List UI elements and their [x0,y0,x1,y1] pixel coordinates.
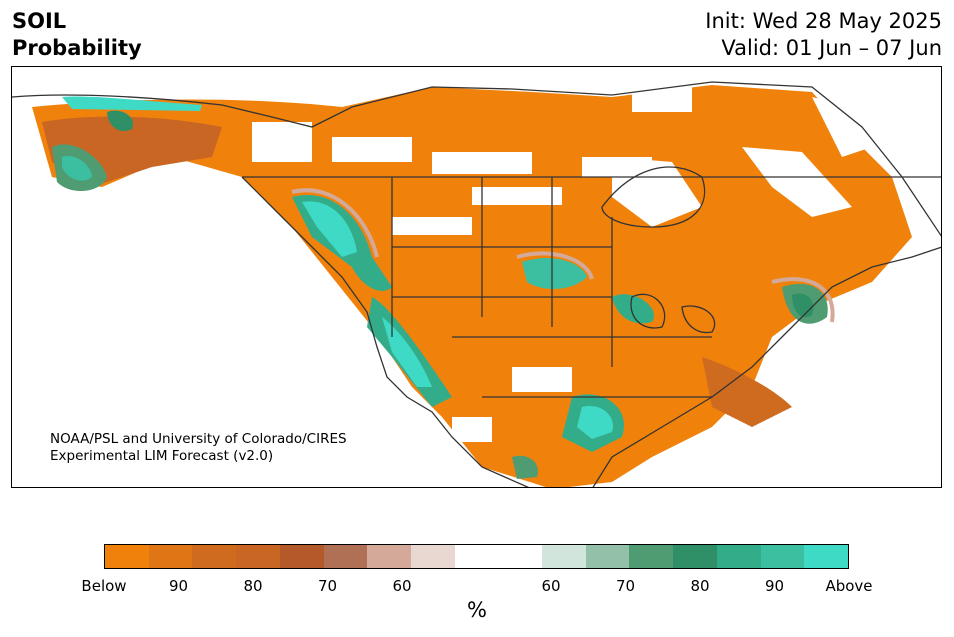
colorbar-ticks: Below 90 80 70 60 60 70 80 90 Above [81,577,872,597]
title-line-2: Probability [12,36,142,60]
credit-line-2: Experimental LIM Forecast (v2.0) [50,448,274,464]
colorbar-tick-label: 80 [243,577,263,595]
init-date: Init: Wed 28 May 2025 [705,9,942,33]
forecast-map: NOAA/PSL and University of Colorado/CIRE… [11,66,942,488]
colorbar-segment [279,545,324,568]
colorbar-tick-label: Above [825,577,873,595]
colorbar-segment [629,545,674,568]
colorbar-tick-label: 60 [541,577,561,595]
colorbar-segment [673,545,717,568]
near-normal-areas [252,87,872,442]
colorbar-segment [498,545,543,568]
colorbar-segment [804,545,848,568]
colorbar-segment [716,545,761,568]
colorbar-tick-label: 90 [764,577,785,595]
colorbar-tick-label: Below [81,577,127,595]
colorbar-tick-label: 60 [392,577,412,595]
colorbar-segment [760,545,805,568]
colorbar-tick-label: 70 [317,577,338,595]
forecast-dates: Init: Wed 28 May 2025 Valid: 01 Jun – 07… [705,8,942,62]
transition-bands [291,188,835,323]
colorbar-segment [105,545,149,568]
title-line-1: SOIL [12,9,67,33]
colorbar-unit: % [467,598,487,622]
colorbar-tick-label: 80 [690,577,710,595]
probability-map [12,81,941,487]
colorbar-segment [236,545,280,568]
data-credit: NOAA/PSL and University of Colorado/CIRE… [50,431,347,465]
political-boundaries [12,81,941,487]
colorbar-tick-label: 70 [615,577,636,595]
above-probability-field [52,96,828,479]
colorbar-segment [323,545,368,568]
colorbar-segment [410,545,455,568]
colorbar-tick-label: 90 [168,577,189,595]
colorbar [104,544,849,569]
map-title: SOIL Probability [12,8,142,62]
colorbar-segment [542,545,586,568]
colorbar-segment [454,545,499,568]
colorbar-segment [585,545,630,568]
colorbar-segment [148,545,193,568]
valid-range: Valid: 01 Jun – 07 Jun [721,36,942,60]
colorbar-segment [367,545,411,568]
colorbar-segment [192,545,237,568]
credit-line-1: NOAA/PSL and University of Colorado/CIRE… [50,431,347,447]
